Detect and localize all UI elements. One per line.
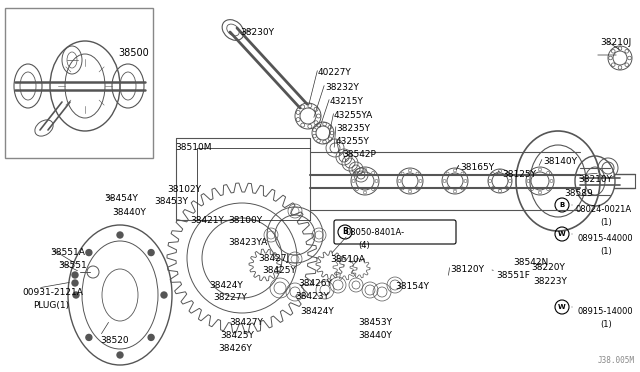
Circle shape [117,232,123,238]
Text: 08024-0021A: 08024-0021A [576,205,632,214]
Circle shape [86,334,92,340]
Text: 00931-2121A: 00931-2121A [22,288,83,297]
Text: B: B [342,228,348,237]
Text: 38232Y: 38232Y [325,83,359,92]
Text: 38424Y: 38424Y [300,307,333,316]
Text: 38424Y: 38424Y [209,281,243,290]
Text: 38500: 38500 [118,48,148,58]
Text: 38551: 38551 [58,261,87,270]
Text: (1): (1) [600,247,612,256]
Text: 38426Y: 38426Y [298,279,332,288]
Text: 38210Y: 38210Y [578,175,612,184]
Text: 38425Y: 38425Y [262,266,296,275]
Text: 38520: 38520 [100,336,129,345]
Text: (1): (1) [600,320,612,329]
Text: 08915-44000: 08915-44000 [578,234,634,243]
Text: 38227Y: 38227Y [213,293,247,302]
Text: 38510A: 38510A [330,255,365,264]
Text: J38.005M: J38.005M [598,356,635,365]
Text: 43255Y: 43255Y [336,137,370,146]
Text: 38589: 38589 [564,189,593,198]
Text: 38425Y: 38425Y [220,331,254,340]
Text: 38453Y: 38453Y [154,197,188,206]
Text: 38154Y: 38154Y [395,282,429,291]
Circle shape [86,250,92,256]
Text: 38165Y: 38165Y [460,163,494,172]
Circle shape [117,352,123,358]
Text: 38542P: 38542P [342,150,376,159]
Text: 08915-14000: 08915-14000 [578,307,634,316]
Text: 38220Y: 38220Y [531,263,565,272]
Text: 38223Y: 38223Y [533,277,567,286]
Text: 38421Y: 38421Y [190,216,224,225]
Text: 38235Y: 38235Y [336,124,370,133]
Text: 38423Y: 38423Y [295,292,329,301]
Text: 08050-8401A-: 08050-8401A- [345,228,404,237]
Bar [5,8,153,158]
Text: 38453Y: 38453Y [358,318,392,327]
Text: 38551A: 38551A [50,248,85,257]
Text: 38125Y: 38125Y [502,170,536,179]
Text: PLUG(1): PLUG(1) [33,301,69,310]
Text: 38454Y: 38454Y [104,194,138,203]
Text: 38230Y: 38230Y [240,28,274,37]
Text: W: W [558,231,566,237]
Text: 38120Y: 38120Y [450,265,484,274]
Text: 38140Y: 38140Y [543,157,577,166]
Text: 38100Y: 38100Y [228,216,262,225]
Text: B: B [559,202,564,208]
Circle shape [161,292,167,298]
Text: 38102Y: 38102Y [167,185,201,194]
Circle shape [72,280,78,286]
Text: 43215Y: 43215Y [330,97,364,106]
Circle shape [148,250,154,256]
Text: 38426Y: 38426Y [218,344,252,353]
Text: W: W [558,304,566,310]
Text: (4): (4) [358,241,370,250]
Text: 43255YA: 43255YA [334,111,373,120]
Text: 40227Y: 40227Y [318,68,352,77]
Text: 38427Y: 38427Y [229,318,263,327]
Text: 38542N: 38542N [513,258,548,267]
Text: 38427J: 38427J [258,254,289,263]
Text: (1): (1) [600,218,612,227]
Text: 38440Y: 38440Y [112,208,146,217]
Text: 38440Y: 38440Y [358,331,392,340]
Text: 38510M: 38510M [175,143,211,152]
Circle shape [73,292,79,298]
Circle shape [148,334,154,340]
Circle shape [72,272,78,278]
Text: 38551F: 38551F [496,271,530,280]
Text: 38210J: 38210J [600,38,631,47]
Text: 38423YA: 38423YA [228,238,268,247]
